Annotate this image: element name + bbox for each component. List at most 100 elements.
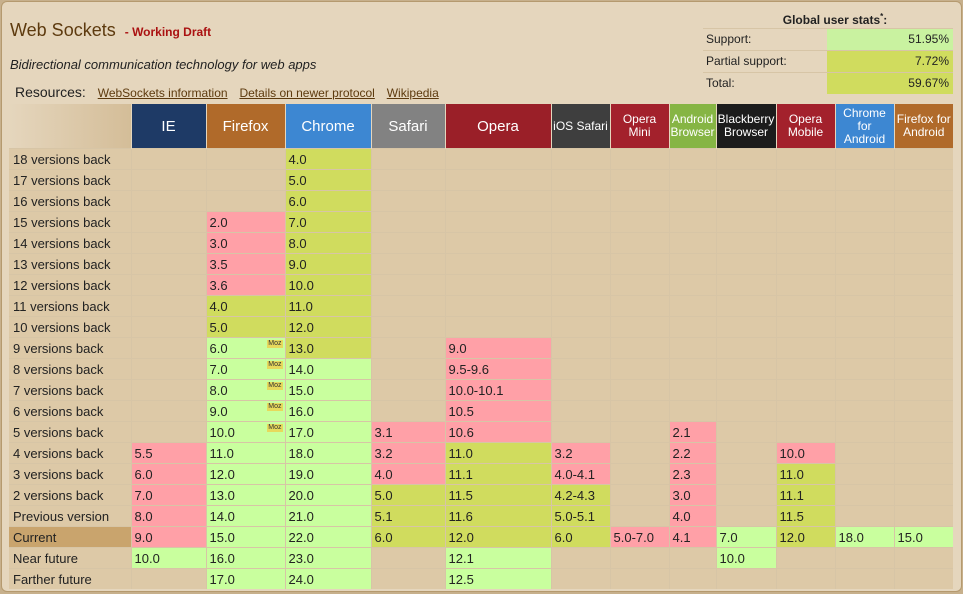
support-cell[interactable]: 18.0 (834, 526, 894, 548)
support-cell[interactable]: 10.6 (444, 421, 551, 443)
support-cell[interactable]: 16.0 (205, 547, 285, 569)
support-cell[interactable]: 11.6 (444, 505, 551, 527)
support-cell[interactable]: 4.0-4.1 (550, 463, 610, 485)
support-cell[interactable]: 7.0 (130, 484, 206, 506)
support-cell[interactable]: 7.0 Moz (205, 358, 285, 380)
support-cell[interactable]: 11.5 (775, 505, 835, 527)
support-cell[interactable]: 6.0 (284, 190, 371, 212)
support-cell[interactable]: 2.2 (668, 442, 716, 464)
support-cell[interactable]: 9.0 (284, 253, 371, 275)
browser-header-ie[interactable]: IE (130, 104, 206, 149)
support-cell[interactable]: 17.0 (284, 421, 371, 443)
support-cell[interactable]: 17.0 (205, 568, 285, 589)
support-cell[interactable]: 15.0 (893, 526, 953, 548)
support-cell[interactable]: 9.5-9.6 (444, 358, 551, 380)
support-cell[interactable]: 2.0 (205, 211, 285, 233)
support-cell[interactable]: 11.1 (444, 463, 551, 485)
support-cell[interactable]: 5.0 (205, 316, 285, 338)
support-cell[interactable]: 21.0 (284, 505, 371, 527)
support-cell[interactable]: 10.5 (444, 400, 551, 422)
support-cell[interactable]: 11.5 (444, 484, 551, 506)
browser-header-ios-safari[interactable]: iOS Safari (550, 104, 610, 149)
support-cell[interactable]: 12.5 (444, 568, 551, 589)
support-cell[interactable]: 13.0 (205, 484, 285, 506)
support-cell[interactable]: 12.0 (205, 463, 285, 485)
support-cell[interactable]: 11.1 (775, 484, 835, 506)
support-cell[interactable]: 2.3 (668, 463, 716, 485)
support-cell[interactable]: 3.2 (370, 442, 445, 464)
support-cell[interactable]: 8.0 (130, 505, 206, 527)
support-cell[interactable]: 19.0 (284, 463, 371, 485)
browser-header-opera-mini[interactable]: Opera Mini (609, 104, 669, 149)
support-cell[interactable]: 10.0 Moz (205, 421, 285, 443)
support-cell[interactable]: 7.0 (284, 211, 371, 233)
support-cell[interactable]: 16.0 (284, 400, 371, 422)
support-cell[interactable]: 3.6 (205, 274, 285, 296)
support-cell[interactable]: 12.1 (444, 547, 551, 569)
support-cell[interactable]: 10.0 (284, 274, 371, 296)
support-cell[interactable]: 5.0-7.0 (609, 526, 669, 548)
support-cell[interactable]: 4.0 (284, 148, 371, 170)
browser-header-blackberry-browser[interactable]: Blackberry Browser (715, 104, 776, 149)
support-cell[interactable]: 4.0 (370, 463, 445, 485)
support-cell[interactable]: 20.0 (284, 484, 371, 506)
footnote-marker[interactable]: * (880, 12, 884, 21)
support-cell[interactable]: 9.0 (130, 526, 206, 548)
support-cell[interactable]: 10.0 (130, 547, 206, 569)
support-cell[interactable]: 6.0 Moz (205, 337, 285, 359)
browser-header-android-browser[interactable]: Android Browser (668, 104, 716, 149)
support-cell[interactable]: 5.5 (130, 442, 206, 464)
browser-header-firefox-for-android[interactable]: Firefox for Android (893, 104, 953, 149)
support-cell[interactable]: 11.0 (284, 295, 371, 317)
support-cell[interactable]: 8.0 Moz (205, 379, 285, 401)
support-cell[interactable]: 11.0 (205, 442, 285, 464)
support-cell[interactable]: 5.1 (370, 505, 445, 527)
support-cell[interactable]: 15.0 (284, 379, 371, 401)
support-cell[interactable]: 14.0 (205, 505, 285, 527)
support-cell[interactable]: 12.0 (775, 526, 835, 548)
support-cell[interactable]: 4.0 (668, 505, 716, 527)
resource-link-wikipedia[interactable]: Wikipedia (386, 86, 439, 100)
support-cell[interactable]: 3.5 (205, 253, 285, 275)
support-cell[interactable]: 6.0 (130, 463, 206, 485)
support-cell[interactable]: 7.0 (715, 526, 776, 548)
browser-header-safari[interactable]: Safari (370, 104, 445, 149)
support-cell[interactable]: 12.0 (284, 316, 371, 338)
resource-link-websockets-info[interactable]: WebSockets information (97, 86, 228, 100)
support-cell[interactable]: 4.1 (668, 526, 716, 548)
support-cell[interactable]: 18.0 (284, 442, 371, 464)
support-cell[interactable]: 6.0 (370, 526, 445, 548)
support-cell[interactable]: 4.2-4.3 (550, 484, 610, 506)
support-cell[interactable]: 14.0 (284, 358, 371, 380)
support-cell[interactable]: 24.0 (284, 568, 371, 589)
support-cell[interactable]: 22.0 (284, 526, 371, 548)
resource-link-newer-protocol[interactable]: Details on newer protocol (239, 86, 375, 100)
support-cell[interactable]: 10.0 (775, 442, 835, 464)
support-cell[interactable]: 15.0 (205, 526, 285, 548)
support-cell[interactable]: 23.0 (284, 547, 371, 569)
browser-header-firefox[interactable]: Firefox (205, 104, 285, 149)
support-cell[interactable]: 9.0 (444, 337, 551, 359)
support-cell[interactable]: 2.1 (668, 421, 716, 443)
support-cell[interactable]: 3.0 (668, 484, 716, 506)
support-cell[interactable]: 11.0 (444, 442, 551, 464)
browser-header-opera[interactable]: Opera (444, 104, 551, 149)
support-cell[interactable]: 8.0 (284, 232, 371, 254)
support-cell[interactable]: 6.0 (550, 526, 610, 548)
support-cell[interactable]: 11.0 (775, 463, 835, 485)
support-cell[interactable]: 12.0 (444, 526, 551, 548)
support-cell[interactable]: 4.0 (205, 295, 285, 317)
support-cell[interactable]: 3.0 (205, 232, 285, 254)
support-cell[interactable]: 3.2 (550, 442, 610, 464)
browser-header-opera-mobile[interactable]: Opera Mobile (775, 104, 835, 149)
support-cell[interactable]: 10.0 (715, 547, 776, 569)
browser-header-chrome[interactable]: Chrome (284, 104, 371, 149)
support-cell[interactable]: 5.0 (284, 169, 371, 191)
support-cell[interactable]: 3.1 (370, 421, 445, 443)
support-cell[interactable]: 13.0 (284, 337, 371, 359)
support-cell[interactable]: 10.0-10.1 (444, 379, 551, 401)
support-cell[interactable]: 5.0-5.1 (550, 505, 610, 527)
support-cell[interactable]: 9.0 Moz (205, 400, 285, 422)
browser-header-chrome-for-android[interactable]: Chrome for Android (834, 104, 894, 149)
support-cell[interactable]: 5.0 (370, 484, 445, 506)
